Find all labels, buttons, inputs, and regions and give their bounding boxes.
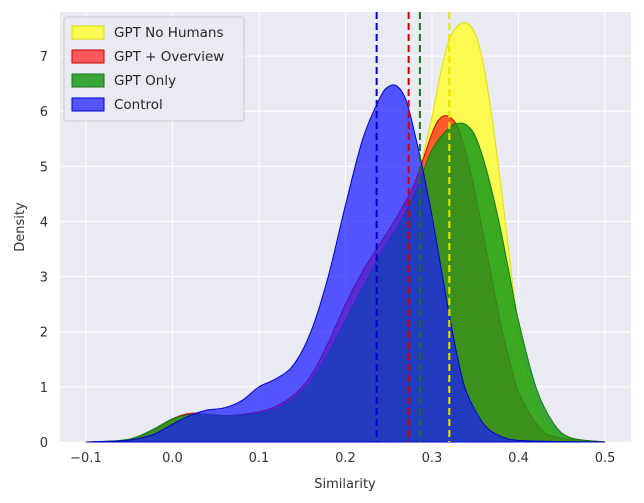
x-tick-label: 0.5	[595, 451, 616, 466]
legend-label-control: Control	[114, 97, 163, 113]
y-tick-label: 6	[40, 105, 48, 120]
legend-swatch-control	[71, 97, 105, 112]
y-tick-label: 1	[40, 381, 48, 396]
y-tick-label: 7	[40, 50, 48, 65]
x-tick-label: 0.0	[162, 451, 183, 466]
y-tick-label: 3	[40, 271, 48, 286]
legend-swatch-gpt-no-humans	[71, 25, 105, 40]
density-series	[85, 21, 606, 443]
mean-lines	[375, 12, 451, 442]
x-axis-label: Similarity	[314, 477, 376, 492]
legend-label-gpt-only: GPT Only	[114, 73, 176, 89]
x-tick-label: −0.1	[70, 451, 102, 466]
legend-swatch-gpt-overview	[71, 49, 105, 64]
y-tick-label: 4	[40, 215, 48, 230]
legend-label-gpt-overview: GPT + Overview	[114, 49, 224, 65]
x-tick-label: 0.2	[335, 451, 356, 466]
y-axis-label: Density	[13, 202, 28, 252]
x-tick-label: 0.3	[422, 451, 443, 466]
y-tick-label: 0	[40, 436, 48, 451]
density-area-control	[85, 84, 606, 443]
legend: GPT No Humans GPT + Overview GPT Only Contr…	[63, 16, 245, 122]
y-tick-label: 2	[40, 326, 48, 341]
y-tick-label: 5	[40, 160, 48, 175]
axis-ticks: −0.1 0.0 0.1 0.2 0.3 0.4 0.5 0 1 2 3 4 5 6 7	[40, 50, 616, 466]
legend-swatch-gpt-only	[71, 73, 105, 88]
x-tick-label: 0.1	[249, 451, 270, 466]
x-tick-label: 0.4	[508, 451, 529, 466]
legend-label-gpt-no-humans: GPT No Humans	[114, 25, 224, 41]
legend-box	[63, 16, 245, 122]
